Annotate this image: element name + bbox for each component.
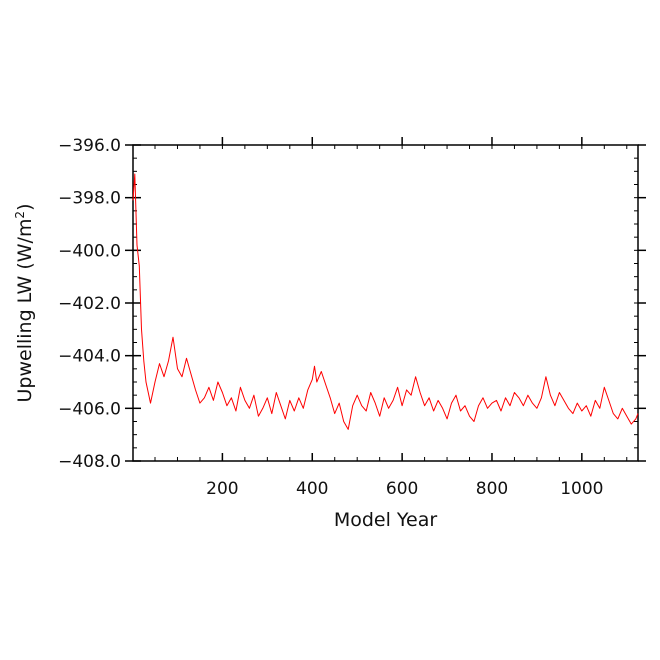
y-minor-ticks bbox=[133, 144, 638, 462]
y-axis-ticks: −396.0 −398.0 −400.0 −402.0 −404.0 −406.0 −408… bbox=[58, 136, 646, 472]
series-layer bbox=[132, 173, 639, 430]
y-tick-label: −404.0 bbox=[58, 347, 121, 367]
x-tick-label: 600 bbox=[386, 479, 418, 499]
plot-frame bbox=[132, 144, 639, 462]
x-tick-label: 200 bbox=[206, 479, 238, 499]
x-tick-label: 400 bbox=[296, 479, 328, 499]
y-tick-label: −396.0 bbox=[58, 136, 121, 156]
y-tick-label: −400.0 bbox=[58, 241, 121, 261]
x-minor-ticks bbox=[154, 145, 628, 461]
series-line-0 bbox=[132, 173, 639, 430]
y-tick-label: −406.0 bbox=[58, 399, 121, 419]
y-axis-title: Upwelling LW (W/m2) bbox=[13, 203, 36, 402]
x-axis-title: Model Year bbox=[334, 509, 438, 531]
x-tick-label: 1000 bbox=[560, 479, 603, 499]
y-tick-label: −398.0 bbox=[58, 189, 121, 209]
y-axis-title-tail: ) bbox=[14, 203, 36, 210]
y-tick-label: −402.0 bbox=[58, 294, 121, 314]
x-axis-ticks: 200 400 600 800 1000 bbox=[206, 137, 603, 499]
x-tick-label: 800 bbox=[476, 479, 508, 499]
y-axis-title-main: Upwelling LW (W/m bbox=[14, 219, 36, 403]
y-tick-label: −408.0 bbox=[58, 452, 121, 472]
y-axis-title-sup: 2 bbox=[13, 211, 27, 219]
